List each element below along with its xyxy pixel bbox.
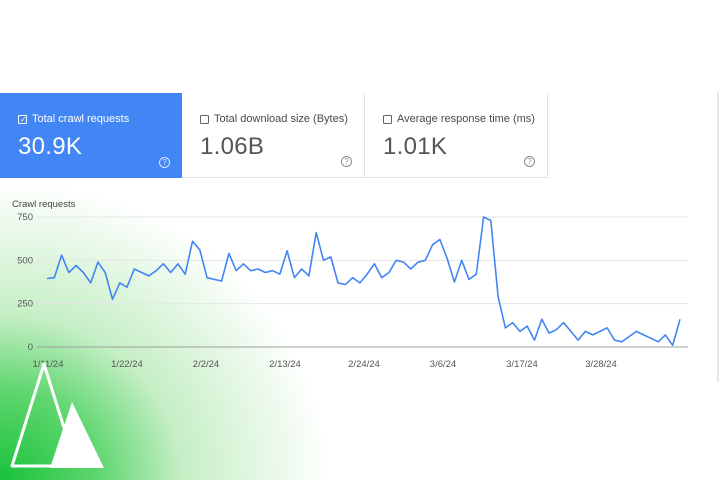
- card-value: 1.01K: [383, 133, 448, 160]
- scrollbar[interactable]: [717, 92, 719, 382]
- crawl-requests-chart: Crawl requests 750 500 250 0 1/11/24 1/22/24…: [12, 199, 688, 370]
- card-label: Total crawl requests: [32, 113, 130, 125]
- card-header: Average response time (ms): [383, 113, 535, 125]
- x-tick-label: 2/13/24: [269, 359, 301, 370]
- x-tick-label: 3/28/24: [585, 359, 617, 370]
- y-tick-label: 250: [17, 299, 33, 310]
- help-circle-icon[interactable]: ?: [524, 156, 535, 167]
- card-total-download-size[interactable]: Total download size (Bytes) 1.06B ?: [182, 93, 365, 178]
- checkbox-icon[interactable]: ✓: [18, 114, 27, 124]
- card-total-crawl-requests[interactable]: ✓ Total crawl requests 30.9K ?: [0, 93, 182, 178]
- card-label: Total download size (Bytes): [214, 113, 348, 125]
- card-average-response-time[interactable]: Average response time (ms) 1.01K ?: [365, 93, 548, 178]
- pine-trees-logo: [10, 362, 104, 468]
- x-tick-label: 2/24/24: [348, 359, 380, 370]
- x-tick-label: 2/2/24: [193, 359, 219, 370]
- card-value: 1.06B: [200, 133, 265, 160]
- checkbox-icon[interactable]: [200, 114, 209, 124]
- x-tick-label: 3/17/24: [506, 359, 538, 370]
- x-tick-label: 1/11/24: [33, 359, 64, 370]
- card-label: Average response time (ms): [397, 113, 535, 125]
- y-axis-label: Crawl requests: [12, 199, 76, 210]
- x-tick-label: 1/22/24: [111, 359, 143, 370]
- checkbox-icon[interactable]: [383, 114, 392, 124]
- card-header: ✓ Total crawl requests: [18, 113, 129, 125]
- series-line: [46, 216, 681, 347]
- help-circle-icon[interactable]: ?: [159, 157, 170, 168]
- y-tick-label: 500: [17, 255, 33, 266]
- x-tick-label: 3/6/24: [430, 359, 456, 370]
- card-value: 30.9K: [18, 133, 83, 160]
- card-header: Total download size (Bytes): [200, 113, 348, 125]
- y-tick-label: 750: [17, 212, 33, 223]
- y-tick-label: 0: [28, 342, 33, 353]
- help-circle-icon[interactable]: ?: [341, 156, 352, 167]
